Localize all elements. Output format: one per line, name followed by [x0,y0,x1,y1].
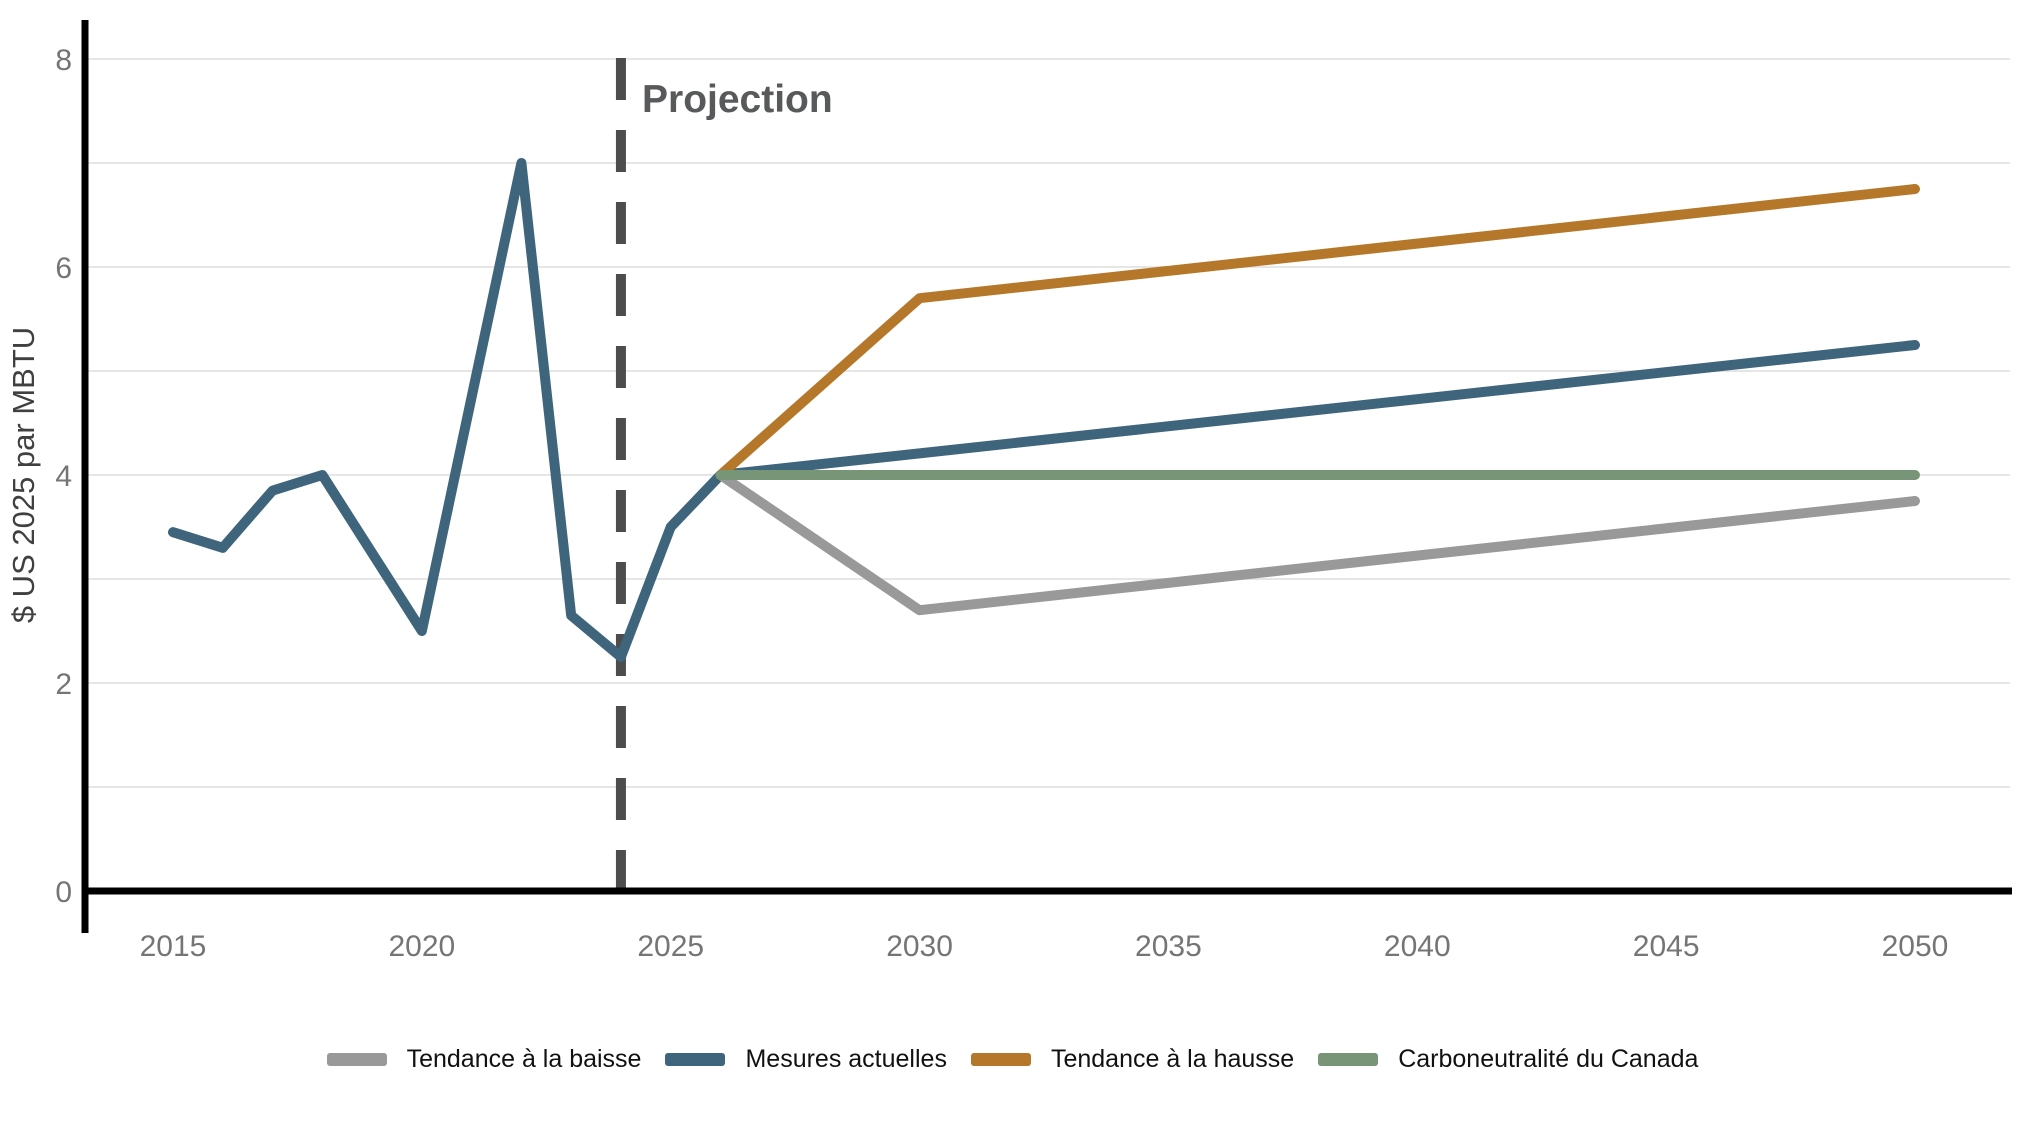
x-tick-label-2030: 2030 [886,930,953,963]
series-line-mesures-actuelles-historique [168,158,726,662]
x-tick-label-2025: 2025 [637,930,704,963]
legend-label-tendance-hausse: Tendance à la hausse [1050,1045,1295,1073]
legend-swatch-carboneutralite-icon [1318,1053,1379,1066]
gridlines [85,58,2010,788]
series-line-tendance-a-la-baisse [715,470,1920,616]
x-tick-label-2045: 2045 [1633,930,1700,963]
legend-swatch-tendance-baisse-icon [326,1053,387,1066]
legend-item-carboneutralite: Carboneutralité du Canada [1318,1045,1698,1074]
projection-label: Projection [642,78,833,121]
axes [81,20,2012,933]
x-tick-label-2035: 2035 [1135,930,1202,963]
y-tick-label-0: 0 [55,876,72,909]
line-chart: 0 2 4 6 8 2015 2020 2025 2030 2035 2040 2045 2050 $ … [6,20,2012,963]
y-tick-label-8: 8 [55,44,72,77]
legend-swatch-tendance-hausse-icon [970,1053,1031,1066]
legend: Tendance à la baisse Mesures actuelles T… [0,1045,2025,1074]
y-tick-label-2: 2 [55,668,72,701]
y-tick-label-6: 6 [55,252,72,285]
legend-item-mesures-actuelles: Mesures actuelles [665,1045,947,1074]
legend-item-tendance-hausse: Tendance à la hausse [970,1045,1295,1074]
legend-label-mesures-actuelles: Mesures actuelles [745,1045,947,1073]
y-axis-title: $ US 2025 par MBTU [6,327,41,623]
legend-item-tendance-baisse: Tendance à la baisse [326,1045,642,1074]
legend-swatch-mesures-actuelles-icon [665,1053,726,1066]
x-tick-label-2015: 2015 [140,930,207,963]
series-line-mesures-actuelles [715,340,1920,480]
x-tick-label-2040: 2040 [1384,930,1451,963]
x-tick-label-2050: 2050 [1882,930,1949,963]
y-tick-label-4: 4 [55,460,72,493]
tick-labels: 0 2 4 6 8 2015 2020 2025 2030 2035 2040 2045 2050 [55,44,1948,963]
series-lines [168,158,1920,662]
x-tick-label-2020: 2020 [388,930,455,963]
legend-label-tendance-baisse: Tendance à la baisse [406,1045,642,1073]
legend-label-carboneutralite: Carboneutralité du Canada [1398,1045,1699,1073]
series-line-tendance-a-la-hausse [715,184,1920,480]
